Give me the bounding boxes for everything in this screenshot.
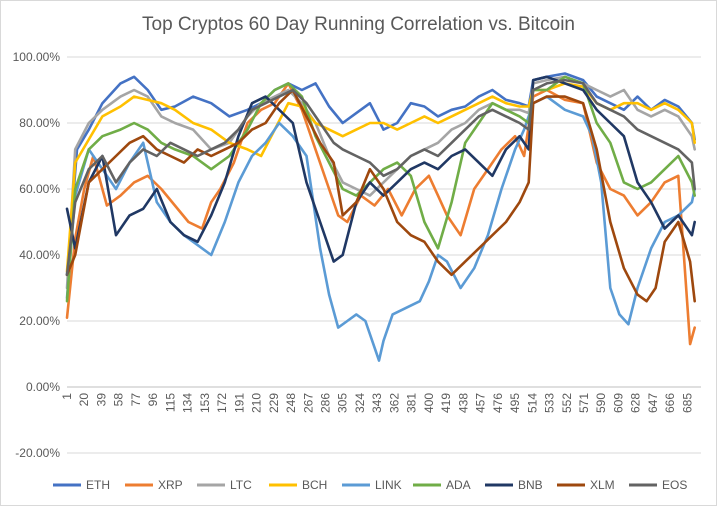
series-line-bnb bbox=[65, 75, 697, 263]
x-tick-label: 476 bbox=[491, 393, 505, 413]
x-tick-label: 666 bbox=[663, 393, 677, 413]
x-tick-label: 172 bbox=[215, 393, 229, 413]
legend-label-bnb: BNB bbox=[518, 478, 543, 492]
legend-label-xrp: XRP bbox=[158, 478, 183, 492]
x-tick-label: 134 bbox=[181, 393, 195, 413]
legend-label-ada: ADA bbox=[446, 478, 471, 492]
x-tick-label: 647 bbox=[646, 393, 660, 413]
legend-label-xlm: XLM bbox=[590, 478, 615, 492]
x-tick-label: 248 bbox=[284, 393, 298, 413]
x-tick-label: 457 bbox=[474, 393, 488, 413]
x-tick-label: 210 bbox=[250, 393, 264, 413]
series-line-eos bbox=[65, 78, 697, 277]
x-tick-label: 552 bbox=[560, 393, 574, 413]
x-tick-label: 419 bbox=[439, 393, 453, 413]
y-tick-label: -20.00% bbox=[15, 446, 60, 460]
x-tick-label: 229 bbox=[267, 393, 281, 413]
x-tick-label: 58 bbox=[112, 393, 126, 407]
y-tick-label: 100.00% bbox=[13, 50, 61, 64]
y-tick-label: 20.00% bbox=[19, 314, 60, 328]
chart-title: Top Cryptos 60 Day Running Correlation v… bbox=[142, 14, 575, 35]
x-tick-label: 324 bbox=[353, 393, 367, 413]
x-tick-label: 343 bbox=[370, 393, 384, 413]
x-tick-label: 362 bbox=[387, 393, 401, 413]
x-tick-label: 267 bbox=[301, 393, 315, 413]
legend-label-eth: ETH bbox=[86, 478, 110, 492]
series-line-ada bbox=[65, 75, 697, 303]
x-tick-label: 305 bbox=[336, 393, 350, 413]
y-tick-label: 40.00% bbox=[19, 248, 60, 262]
x-tick-label: 514 bbox=[525, 393, 539, 413]
x-tick-label: 20 bbox=[77, 393, 91, 407]
x-tick-label: 153 bbox=[198, 393, 212, 413]
legend-label-ltc: LTC bbox=[230, 478, 252, 492]
x-tick-label: 77 bbox=[129, 393, 143, 407]
x-tick-label: 96 bbox=[146, 393, 160, 407]
legend-label-eos: EOS bbox=[662, 478, 687, 492]
x-tick-label: 400 bbox=[422, 393, 436, 413]
series-line-xlm bbox=[65, 88, 697, 303]
x-tick-label: 590 bbox=[594, 393, 608, 413]
x-tick-label: 533 bbox=[543, 393, 557, 413]
x-tick-label: 381 bbox=[405, 393, 419, 413]
x-tick-label: 628 bbox=[629, 393, 643, 413]
legend-label-bch: BCH bbox=[302, 478, 327, 492]
x-tick-label: 39 bbox=[94, 393, 108, 407]
x-tick-label: 571 bbox=[577, 393, 591, 413]
x-tick-label: 191 bbox=[232, 393, 246, 413]
x-tick-label: 495 bbox=[508, 393, 522, 413]
x-tick-label: 115 bbox=[163, 393, 177, 412]
x-tick-label: 609 bbox=[611, 393, 625, 413]
y-tick-label: 60.00% bbox=[19, 182, 60, 196]
x-tick-label: 286 bbox=[318, 393, 332, 413]
x-tick-label: 438 bbox=[456, 393, 470, 413]
legend-label-link: LINK bbox=[375, 478, 402, 492]
x-tick-label: 685 bbox=[680, 393, 694, 413]
x-tick-label: 1 bbox=[60, 393, 74, 400]
y-tick-label: 0.00% bbox=[26, 380, 60, 394]
y-tick-label: 80.00% bbox=[19, 116, 60, 130]
